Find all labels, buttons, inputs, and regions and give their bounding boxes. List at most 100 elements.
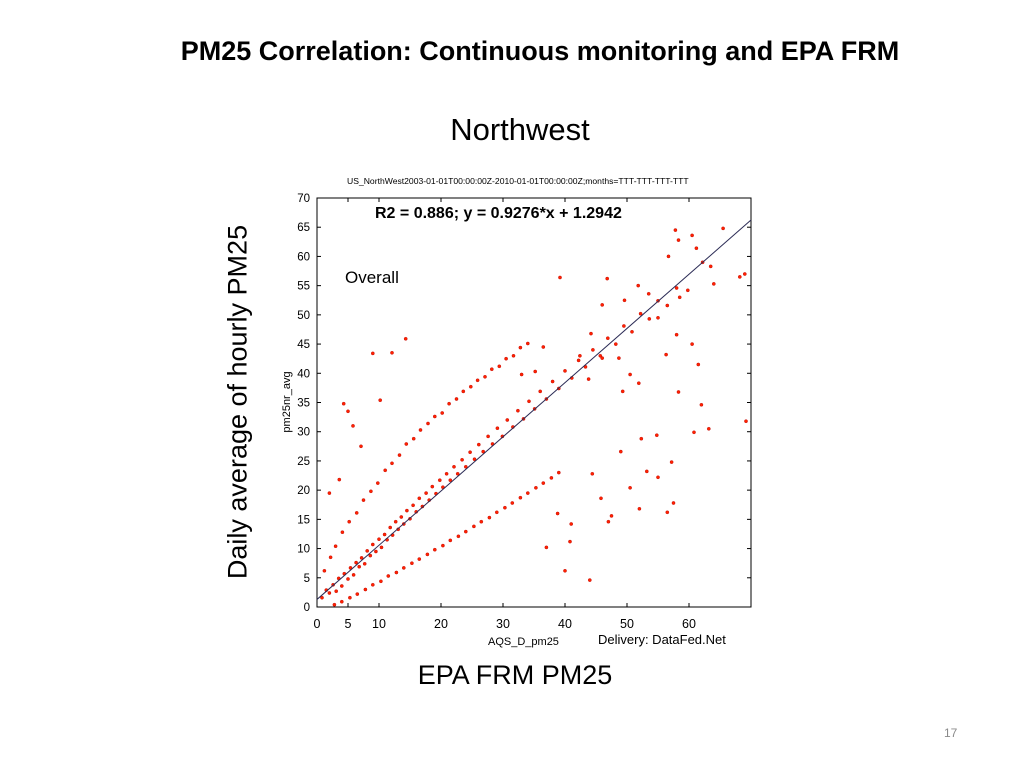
- data-point: [622, 324, 626, 328]
- y-tick-label: 15: [297, 514, 310, 526]
- data-point: [558, 275, 562, 280]
- region-title: Northwest: [450, 112, 590, 147]
- data-point: [636, 381, 641, 385]
- data-point: [487, 515, 492, 520]
- data-point: [637, 506, 642, 511]
- data-point: [424, 491, 428, 495]
- data-point: [665, 510, 670, 515]
- data-point: [456, 534, 461, 539]
- x-tick-label: 30: [496, 617, 510, 631]
- data-point: [590, 471, 595, 476]
- data-point: [354, 511, 359, 515]
- data-point: [692, 430, 696, 435]
- data-point: [519, 372, 524, 377]
- data-point: [587, 578, 592, 582]
- data-point: [410, 561, 414, 566]
- data-point: [399, 515, 404, 519]
- data-point: [510, 501, 515, 505]
- outer-x-axis-label: EPA FRM PM25: [417, 660, 613, 690]
- data-point: [461, 389, 466, 394]
- data-point: [606, 519, 611, 524]
- data-point: [472, 524, 476, 529]
- data-point: [327, 491, 332, 495]
- data-point: [452, 464, 456, 469]
- data-point: [591, 348, 595, 352]
- x-tick-label: 20: [434, 617, 448, 631]
- data-point: [371, 582, 375, 587]
- data-point: [656, 315, 660, 320]
- data-point: [549, 476, 554, 480]
- data-point: [494, 510, 499, 515]
- data-point: [483, 374, 487, 379]
- data-point: [328, 555, 333, 560]
- data-point: [432, 547, 437, 552]
- data-point: [569, 522, 574, 526]
- y-tick-label: 35: [297, 398, 310, 410]
- data-point: [351, 573, 356, 577]
- data-point: [430, 484, 435, 489]
- data-point: [460, 457, 464, 462]
- data-point: [390, 350, 394, 355]
- y-tick-label: 25: [297, 456, 310, 468]
- inner-x-axis-label: AQS_D_pm25: [488, 636, 559, 648]
- data-point: [742, 272, 747, 276]
- data-point: [359, 444, 363, 449]
- data-point: [550, 379, 555, 384]
- y-tick-label: 30: [297, 427, 310, 439]
- data-point: [393, 519, 398, 524]
- data-point: [355, 592, 360, 596]
- data-point: [676, 238, 681, 242]
- y-tick-label: 40: [297, 368, 310, 380]
- data-point: [346, 409, 350, 414]
- data-point: [340, 530, 345, 535]
- data-point: [609, 514, 614, 518]
- data-point: [340, 599, 344, 604]
- data-point: [617, 356, 621, 360]
- data-point: [425, 552, 430, 557]
- data-point: [673, 228, 678, 232]
- data-point: [346, 577, 350, 581]
- x-tick-label: 0: [314, 617, 321, 631]
- y-tick-label: 0: [304, 602, 310, 614]
- scatter-chart: US_NorthWest2003-01-01T00:00:00Z-2010-01…: [281, 176, 752, 648]
- data-point: [337, 477, 342, 482]
- data-point: [351, 424, 355, 428]
- outer-y-axis-label: Daily average of hourly PM25: [222, 224, 253, 580]
- data-point: [333, 544, 338, 549]
- data-point: [600, 303, 605, 307]
- data-point: [628, 372, 632, 377]
- data-point: [440, 411, 444, 415]
- data-point: [690, 342, 694, 346]
- delivery-credit: Delivery: DataFed.Net: [598, 632, 726, 647]
- data-point: [455, 471, 460, 476]
- data-point: [397, 453, 402, 457]
- data-point: [463, 529, 468, 534]
- data-point: [534, 485, 538, 490]
- regression-equation: R2 = 0.886; y = 0.9276*x + 1.2942: [375, 205, 622, 222]
- data-point: [598, 353, 603, 358]
- data-point: [639, 436, 644, 441]
- data-point: [357, 564, 361, 569]
- data-point: [538, 389, 543, 394]
- data-point: [525, 491, 530, 495]
- data-point: [708, 264, 713, 269]
- y-tick-label: 20: [297, 485, 310, 497]
- data-point: [674, 332, 679, 337]
- data-point: [368, 553, 373, 558]
- data-point: [371, 542, 375, 547]
- data-point: [334, 589, 339, 594]
- inner-y-axis-label: pm25nr_avg: [281, 371, 293, 432]
- data-point: [665, 303, 670, 308]
- data-point: [699, 402, 704, 407]
- data-point: [721, 226, 725, 231]
- data-point: [417, 496, 422, 501]
- data-point: [744, 419, 748, 423]
- data-point: [527, 399, 531, 404]
- data-point: [638, 311, 643, 316]
- data-point: [378, 398, 382, 402]
- data-point: [379, 579, 383, 584]
- y-tick-label: 60: [297, 251, 310, 263]
- data-point: [383, 468, 387, 473]
- data-point: [578, 353, 582, 358]
- data-point: [544, 545, 549, 550]
